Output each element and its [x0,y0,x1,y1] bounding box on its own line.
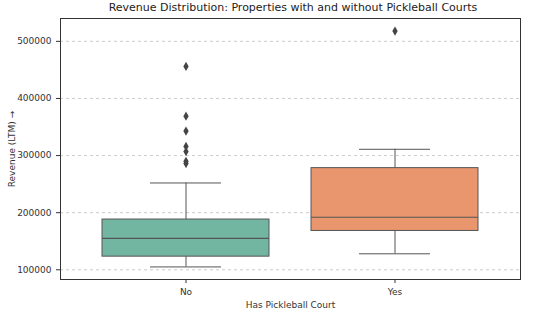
svg-text:Has Pickleball Court: Has Pickleball Court [246,300,336,310]
svg-text:No: No [180,287,193,297]
svg-text:500000: 500000 [17,36,52,46]
svg-text:200000: 200000 [17,208,52,218]
svg-text:300000: 300000 [17,150,52,160]
svg-text:Revenue (LTM) →: Revenue (LTM) → [7,110,17,187]
html-text:Revenue Distribution: Properti: Revenue Distribution: Properties with an… [108,1,478,14]
svg-text:Yes: Yes [387,287,403,297]
svg-text:400000: 400000 [17,93,52,103]
svg-text:100000: 100000 [17,265,52,275]
